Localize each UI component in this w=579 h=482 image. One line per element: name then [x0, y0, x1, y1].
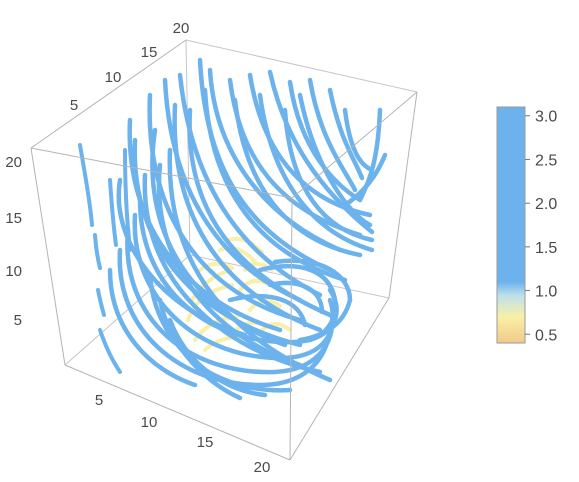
- x-tick-label: 5: [95, 392, 103, 409]
- streamline: [260, 322, 292, 332]
- colorbar: 0.5 1.0 1.5 2.0 2.5 3.0: [496, 106, 557, 344]
- y-tick-label: 15: [141, 44, 158, 61]
- y-tick-label: 20: [173, 20, 190, 37]
- streamline: [167, 147, 333, 383]
- streamline: [78, 143, 94, 227]
- streamline: [267, 69, 375, 235]
- streamline: [132, 212, 336, 361]
- streamline: [96, 288, 106, 317]
- x-tick-label: 10: [141, 414, 158, 431]
- streamline: [202, 87, 348, 283]
- streamline: [198, 261, 234, 272]
- colorbar-tick-label: 2.0: [535, 196, 557, 213]
- x-tick-label: 15: [197, 434, 214, 451]
- streamline: [157, 297, 243, 401]
- streamline: [272, 258, 353, 303]
- streamline: [357, 107, 383, 203]
- colorbar-tick-label: 0.5: [535, 327, 557, 344]
- streamline: [232, 97, 363, 258]
- axis-ticks: 5 10 15 20 5 10 15 20 5 10 15 20: [5, 20, 270, 476]
- z-tick-label: 5: [14, 312, 22, 329]
- colorbar-tick-label: 3.0: [535, 109, 557, 126]
- streamline: [297, 92, 373, 228]
- colorbar-tick-label: 1.0: [535, 284, 557, 301]
- streamline: [187, 107, 333, 318]
- bounding-box-front: [30, 39, 418, 461]
- colorbar-tick-label: 2.5: [535, 152, 557, 169]
- streamline: [218, 246, 257, 264]
- x-tick-label: 20: [254, 459, 271, 476]
- streamline: [98, 328, 122, 374]
- colorbar-ticks: 0.5 1.0 1.5 2.0 2.5 3.0: [525, 109, 557, 344]
- z-tick-label: 10: [5, 263, 22, 280]
- y-tick-label: 10: [105, 69, 122, 86]
- streamline: [127, 117, 283, 333]
- streamline: [227, 294, 308, 328]
- y-tick-label: 5: [70, 97, 78, 114]
- streamline: [123, 148, 132, 252]
- streamline: [107, 267, 198, 388]
- z-tick-label: 20: [5, 154, 22, 171]
- streamline: [327, 87, 365, 181]
- streamline: [108, 178, 118, 247]
- z-tick-label: 15: [5, 210, 22, 227]
- streamline: [202, 367, 293, 393]
- streamline: [142, 172, 323, 375]
- streamline: [177, 72, 323, 298]
- streamline: [342, 107, 375, 173]
- streamline: [125, 227, 335, 375]
- streamline: [156, 162, 303, 368]
- streamline: [307, 77, 358, 193]
- colorbar-tick-label: 1.5: [535, 240, 557, 257]
- streamline: [257, 92, 375, 253]
- streamlines: [78, 57, 388, 401]
- colorbar-gradient: [496, 106, 526, 344]
- streamline: [150, 127, 288, 348]
- streamline: [132, 137, 303, 348]
- streamline: [282, 107, 375, 243]
- streamline: [267, 280, 325, 315]
- streamline: [93, 233, 102, 270]
- streamline: [172, 102, 323, 333]
- streamline: [342, 152, 388, 208]
- streamline: [297, 297, 353, 343]
